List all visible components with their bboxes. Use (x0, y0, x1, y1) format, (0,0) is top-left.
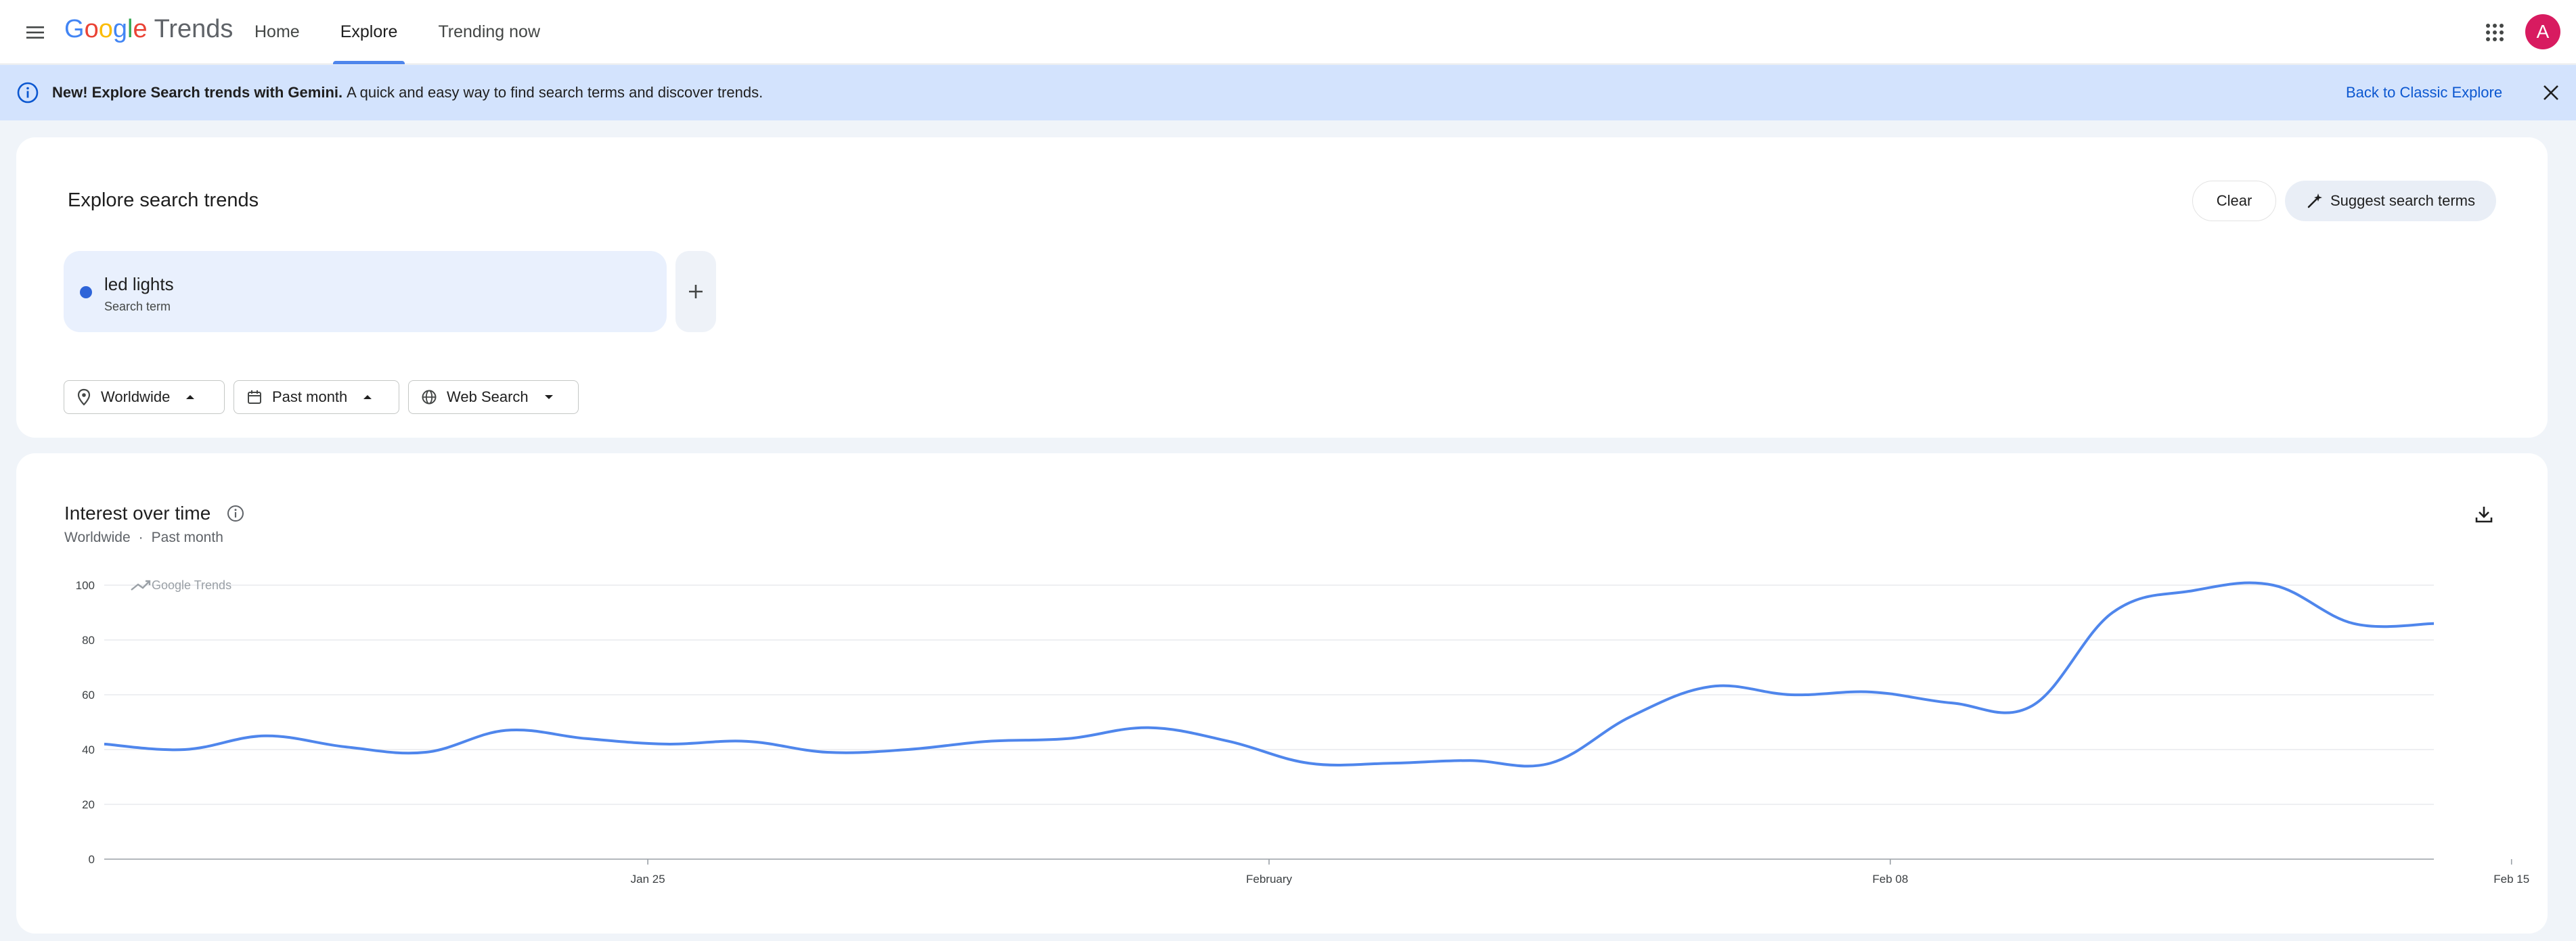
search-property-filter-label: Web Search (447, 388, 529, 405)
banner-message: New! Explore Search trends with Gemini. … (52, 65, 763, 120)
google-trends-logo[interactable]: Google Trends (64, 15, 233, 50)
nav-explore[interactable]: Explore (326, 0, 412, 64)
info-icon[interactable] (225, 503, 246, 524)
download-csv-button[interactable] (2469, 499, 2499, 529)
term-color-dot (80, 286, 92, 298)
x-tick-label: Jan 25 (631, 873, 665, 886)
y-tick-label: 40 (82, 743, 95, 756)
info-icon (17, 82, 39, 104)
x-tick-label: February (1246, 873, 1293, 886)
y-tick-label: 100 (76, 579, 95, 592)
x-tick-label: Feb 15 (2493, 873, 2529, 886)
chart-subtitle-separator: · (138, 530, 143, 545)
google-wordmark: Google (64, 15, 148, 43)
chart-subtitle-time: Past month (151, 530, 223, 545)
globe-icon (422, 390, 437, 405)
chart-watermark: Google Trends (131, 578, 231, 592)
gemini-banner: New! Explore Search trends with Gemini. … (0, 65, 2576, 120)
x-tick-label: Feb 08 (1872, 873, 1908, 886)
search-property-filter[interactable]: Web Search (408, 380, 579, 414)
location-pin-icon (77, 388, 91, 406)
series-line[interactable] (104, 581, 2435, 768)
menu-icon (26, 26, 44, 39)
y-tick-label: 0 (89, 853, 95, 866)
chart-title: Interest over time (64, 503, 211, 524)
clear-button[interactable]: Clear (2192, 181, 2276, 221)
watermark-text: Google Trends (152, 578, 231, 592)
chart-subtitle: Worldwide · Past month (64, 530, 223, 546)
explore-card: Explore search trends Clear Suggest sear… (16, 137, 2548, 438)
nav-home[interactable]: Home (254, 22, 300, 41)
explore-title: Explore search trends (68, 189, 259, 211)
chart-subtitle-location: Worldwide (64, 530, 131, 545)
download-icon (2475, 507, 2493, 523)
term-name: led lights (104, 274, 174, 294)
close-icon (2544, 85, 2558, 100)
google-apps-button[interactable] (2479, 16, 2511, 49)
banner-bold-text: New! Explore Search trends with Gemini. (52, 84, 343, 101)
y-tick-label: 80 (82, 634, 95, 647)
caret-up-icon (186, 395, 195, 399)
time-range-filter-label: Past month (272, 388, 348, 405)
caret-down-icon (544, 395, 553, 399)
banner-close-button[interactable] (2538, 80, 2564, 106)
back-to-classic-link[interactable]: Back to Classic Explore (2346, 84, 2503, 101)
main-menu-button[interactable] (19, 16, 51, 49)
location-filter-label: Worldwide (101, 388, 171, 405)
interest-over-time-card: Interest over time Worldwide · Past mont… (16, 453, 2548, 934)
y-tick-label: 20 (82, 798, 95, 811)
sparkle-edit-icon (2307, 193, 2322, 208)
time-range-filter[interactable]: Past month (234, 380, 399, 414)
main-nav: Home Explore Trending now (240, 0, 567, 64)
account-avatar[interactable]: A (2525, 14, 2560, 49)
plus-icon (689, 285, 703, 298)
banner-body-text: A quick and easy way to find search term… (347, 84, 763, 101)
nav-trending-now[interactable]: Trending now (438, 22, 541, 41)
add-search-term-button[interactable] (675, 251, 716, 332)
term-type: Search term (104, 300, 171, 313)
calendar-icon (248, 390, 261, 404)
suggest-label: Suggest search terms (2330, 192, 2475, 209)
trends-wordmark: Trends (154, 15, 234, 43)
apps-grid-icon (2486, 24, 2504, 41)
top-bar: Google Trends Home Explore Trending now … (0, 0, 2576, 64)
y-tick-label: 60 (82, 689, 95, 702)
caret-up-icon (363, 395, 372, 399)
suggest-search-terms-button[interactable]: Suggest search terms (2285, 181, 2496, 221)
search-term-chip[interactable]: led lights Search term (64, 251, 667, 332)
location-filter[interactable]: Worldwide (64, 380, 225, 414)
